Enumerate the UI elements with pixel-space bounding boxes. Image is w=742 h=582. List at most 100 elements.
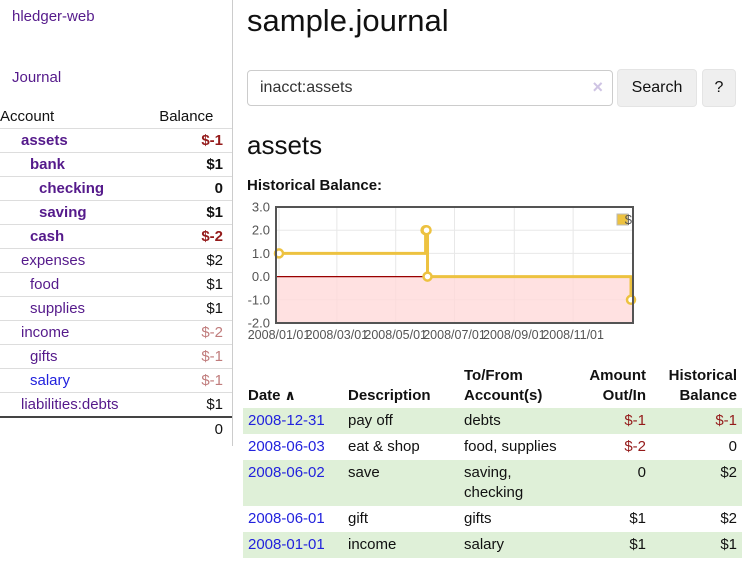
transaction-amount: $-2 [624, 438, 646, 455]
sidebar-item-journal[interactable]: Journal [12, 69, 62, 86]
search-button[interactable]: Search [617, 69, 697, 107]
transaction-amount: $1 [629, 510, 646, 527]
clear-search-icon[interactable]: × [592, 77, 603, 97]
transaction-row: 2008-01-01 income salary $1 $1 [243, 532, 742, 558]
account-row: income $-2 [0, 320, 232, 345]
transaction-row: 2008-06-03 eat & shop food, supplies $-2 0 [243, 434, 742, 460]
account-balance: $-1 [159, 344, 232, 369]
column-header-accounts: To/From Account(s) [464, 367, 543, 404]
transaction-balance: 0 [728, 438, 737, 455]
register-header-row: Date ∧ Description To/From Account(s) Amo… [243, 364, 742, 408]
sidebar-account-link[interactable]: cash [30, 228, 65, 245]
transaction-accounts: debts [464, 412, 501, 429]
balance-chart: 3.0 2.0 1.0 0.0 -1.0 -2.02008/01/012008/03/01… [248, 201, 637, 342]
search-form: × Search ? [247, 69, 742, 107]
svg-text:2008/01/01: 2008/01/01 [248, 328, 311, 342]
account-balance: $2 [159, 248, 232, 273]
column-header-description: Description [348, 387, 431, 404]
account-balance: $-1 [159, 128, 232, 153]
app-brand: hledger-web [12, 8, 232, 25]
transaction-accounts: food, supplies [464, 438, 557, 455]
balance-column-header: Balance [159, 105, 232, 129]
account-heading: assets [247, 130, 323, 160]
main-content: sample.journal × Search ? assets Histori… [234, 0, 742, 558]
sort-ascending-icon: ∧ [284, 387, 296, 403]
help-button[interactable]: ? [702, 69, 736, 107]
sidebar-account-link[interactable]: salary [30, 372, 71, 389]
transaction-date-link[interactable]: 2008-12-31 [248, 412, 325, 429]
app-brand-link[interactable]: hledger-web [12, 8, 95, 25]
svg-text:3.0: 3.0 [252, 201, 270, 215]
sidebar-account-link[interactable]: income [21, 324, 70, 341]
sidebar-account-link[interactable]: bank [30, 156, 66, 173]
sidebar: hledger-web Journal Account Balance asse… [0, 0, 233, 446]
account-balance: $-2 [159, 224, 232, 249]
account-row: food $1 [0, 272, 232, 297]
transaction-accounts: gifts [464, 510, 492, 527]
accounts-table: Account Balance assets $-1 bank $1 checking 0… [0, 105, 232, 441]
account-row: checking 0 [0, 176, 232, 201]
sidebar-account-link[interactable]: supplies [30, 300, 86, 317]
account-row: liabilities:debts $1 [0, 392, 232, 418]
transaction-accounts: salary [464, 536, 505, 553]
search-box: × [247, 70, 613, 106]
account-balance: $1 [159, 200, 232, 225]
sidebar-account-link[interactable]: food [30, 276, 60, 293]
account-balance: $-1 [159, 368, 232, 393]
svg-text:$: $ [625, 212, 633, 227]
sidebar-account-link[interactable]: gifts [30, 348, 58, 365]
transaction-amount: $1 [629, 536, 646, 553]
register-body: 2008-12-31 pay off debts $-1 $-1 2008-06-03 ea… [243, 408, 742, 558]
transaction-row: 2008-06-01 gift gifts $1 $2 [243, 506, 742, 532]
account-row: bank $1 [0, 152, 232, 177]
transaction-description: eat & shop [348, 438, 420, 455]
transaction-balance: $1 [720, 536, 737, 553]
sidebar-nav: Journal [12, 69, 232, 86]
transaction-date-link[interactable]: 2008-06-02 [248, 464, 325, 481]
svg-text:-1.0: -1.0 [248, 292, 270, 307]
column-header-balance: Historical Balance [668, 367, 737, 404]
accounts-total-spacer [0, 416, 160, 441]
transaction-description: gift [348, 510, 369, 527]
account-balance: $1 [159, 152, 232, 177]
account-row: salary $-1 [0, 368, 232, 393]
search-input[interactable] [247, 70, 613, 106]
sidebar-account-link[interactable]: assets [21, 132, 68, 149]
account-row: gifts $-1 [0, 344, 232, 369]
svg-text:2008/11/01: 2008/11/01 [542, 328, 604, 342]
accounts-body: assets $-1 bank $1 checking 0 saving $1 cash $-2 e… [0, 128, 232, 418]
sidebar-account-link[interactable]: checking [39, 180, 105, 197]
svg-text:2008/09/01: 2008/09/01 [483, 328, 546, 342]
transaction-description: income [348, 536, 397, 553]
page-title: sample.journal [247, 3, 449, 38]
account-row: assets $-1 [0, 128, 232, 153]
accounts-total-value: 0 [159, 416, 232, 441]
sidebar-account-link[interactable]: saving [39, 204, 87, 221]
transaction-date-link[interactable]: 2008-01-01 [248, 536, 325, 553]
accounts-header-row: Account Balance [0, 105, 232, 129]
sidebar-account-link[interactable]: expenses [21, 252, 86, 269]
svg-text:2.0: 2.0 [252, 223, 270, 238]
transaction-row: 2008-06-02 save saving, checking 0 $2 [243, 460, 742, 506]
column-header-date[interactable]: Date ∧ [243, 364, 343, 408]
account-balance: $1 [159, 272, 232, 297]
svg-text:1.0: 1.0 [252, 246, 270, 261]
svg-text:2008/07/01: 2008/07/01 [423, 328, 486, 342]
account-balance: 0 [159, 176, 232, 201]
transaction-amount: $-1 [624, 412, 646, 429]
account-balance: $1 [159, 392, 232, 418]
transaction-balance: $2 [720, 510, 737, 527]
transaction-accounts: saving, checking [464, 464, 524, 501]
account-row: supplies $1 [0, 296, 232, 321]
date-header-label: Date [248, 387, 281, 404]
transaction-date-link[interactable]: 2008-06-01 [248, 510, 325, 527]
transaction-description: save [348, 464, 380, 481]
accounts-total-row: 0 [0, 416, 232, 441]
sidebar-account-link[interactable]: liabilities:debts [21, 396, 119, 413]
account-column-header: Account [0, 105, 160, 129]
transaction-date-link[interactable]: 2008-06-03 [248, 438, 325, 455]
transaction-row: 2008-12-31 pay off debts $-1 $-1 [243, 408, 742, 434]
account-balance: $-2 [159, 320, 232, 345]
account-row: cash $-2 [0, 224, 232, 249]
transaction-amount: 0 [637, 464, 646, 481]
